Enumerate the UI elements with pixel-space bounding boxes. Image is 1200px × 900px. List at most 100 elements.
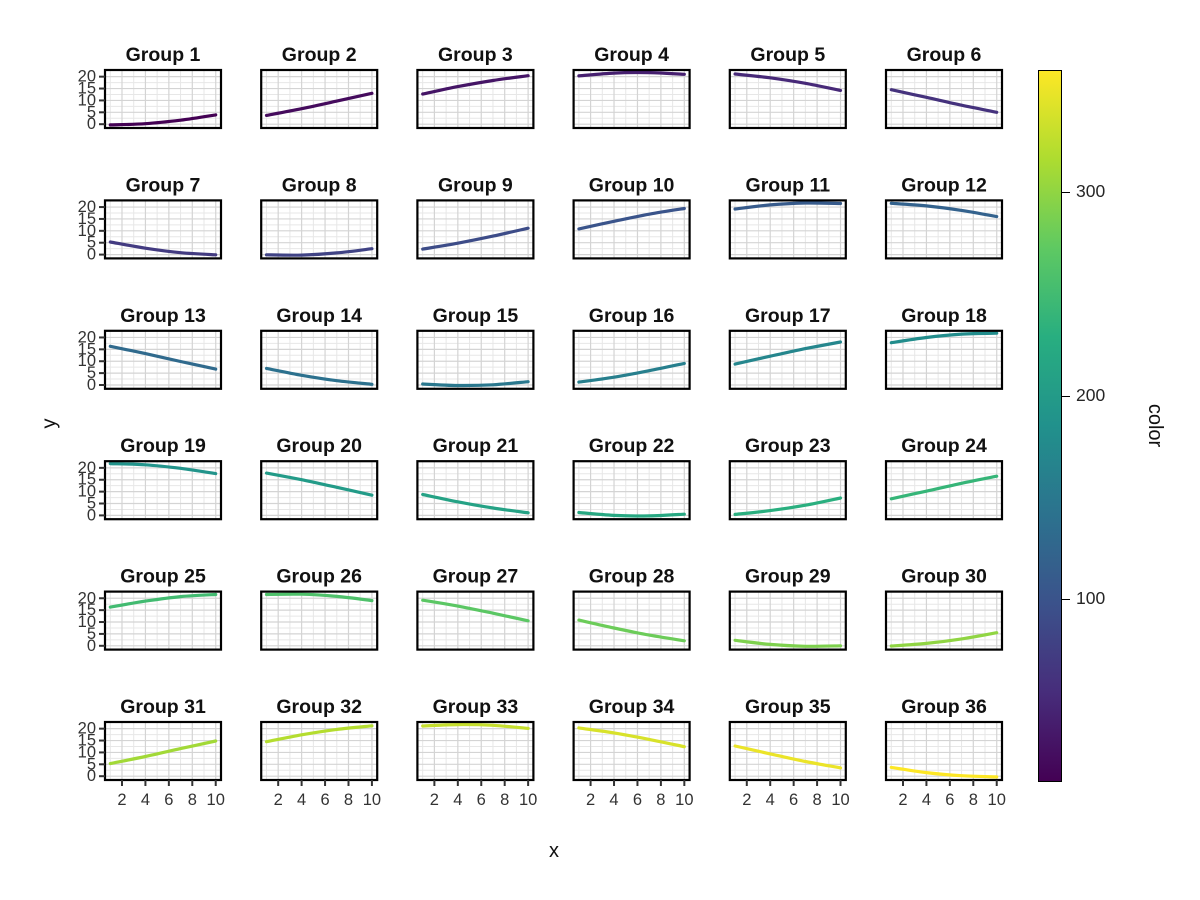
- y-tick-label: 20: [78, 459, 96, 477]
- y-tick-label: 5: [87, 625, 96, 643]
- facet-21: Group 21: [416, 435, 535, 521]
- x-tick-label: 10: [988, 791, 1006, 809]
- facet-title: Group 13: [120, 305, 206, 327]
- panel-border: [884, 329, 1004, 390]
- panel-border: [572, 590, 691, 651]
- data-line: [108, 462, 218, 476]
- panel-border: [416, 720, 535, 782]
- panel-border: [416, 590, 535, 651]
- facet-9: Group 9: [416, 174, 535, 260]
- data-line: [108, 113, 218, 127]
- y-tick-label: 5: [87, 234, 96, 252]
- panel-border: [103, 199, 223, 260]
- colorbar-tick-mark: [1062, 395, 1070, 397]
- facet-title: Group 2: [282, 44, 357, 66]
- facet-22: Group 22: [572, 435, 691, 521]
- panel-border: [572, 329, 691, 390]
- panel-border: [572, 68, 691, 130]
- y-tick-label: 15: [78, 601, 96, 619]
- x-tick-label: 6: [789, 791, 798, 809]
- data-line: [108, 344, 218, 371]
- colorbar-tick-label: 200: [1076, 384, 1106, 405]
- facet-30: Group 30: [884, 566, 1004, 651]
- data-line: [733, 201, 843, 211]
- data-line: [889, 631, 999, 648]
- facet-34: Group 34 2 4 6 8 10: [572, 696, 694, 809]
- panel-border: [416, 460, 535, 521]
- panel-border: [728, 199, 847, 260]
- data-line: [577, 618, 686, 643]
- x-tick-label: 6: [477, 791, 486, 809]
- panel-border: [572, 199, 691, 260]
- facet-title: Group 7: [126, 174, 201, 196]
- data-line: [421, 722, 530, 730]
- y-tick-label: 15: [78, 340, 96, 358]
- facet-title: Group 4: [594, 44, 669, 66]
- facet-23: Group 23: [728, 435, 847, 521]
- y-tick-label: 10: [78, 222, 96, 240]
- facet-title: Group 19: [120, 435, 206, 457]
- facet-32: Group 32 2 4 6 8 10: [260, 696, 381, 809]
- panel-border: [728, 590, 847, 651]
- y-tick-label: 20: [78, 68, 96, 86]
- panel-border: [260, 199, 379, 260]
- data-line: [108, 592, 218, 609]
- x-tick-label: 2: [586, 791, 595, 809]
- facet-title: Group 8: [282, 174, 357, 196]
- panel-border: [416, 329, 535, 390]
- facet-20: Group 20: [260, 435, 379, 521]
- facet-12: Group 12: [884, 174, 1004, 260]
- y-tick-label: 5: [87, 364, 96, 382]
- y-tick-label: 0: [87, 506, 96, 524]
- facet-15: Group 15: [416, 305, 535, 390]
- panel-border: [103, 460, 223, 521]
- colorbar-title: color: [1144, 403, 1167, 447]
- data-line: [577, 510, 686, 518]
- data-line: [577, 70, 686, 78]
- colorbar-tick-label: 300: [1076, 181, 1106, 202]
- x-tick-label: 4: [609, 791, 618, 809]
- facet-title: Group 32: [276, 696, 362, 718]
- y-tick-label: 0: [87, 637, 96, 655]
- x-tick-label: 10: [519, 791, 537, 809]
- colorbar-tick-mark: [1062, 598, 1070, 600]
- y-tick-label: 5: [87, 495, 96, 513]
- panel-border: [260, 720, 379, 782]
- y-tick-label: 15: [78, 210, 96, 228]
- y-tick-label: 20: [78, 328, 96, 346]
- panel-border: [884, 199, 1004, 260]
- data-line: [421, 380, 530, 388]
- y-tick-label: 10: [78, 352, 96, 370]
- facet-26: Group 26: [260, 566, 379, 651]
- facet-4: Group 4: [572, 44, 691, 130]
- facet-14: Group 14: [260, 305, 379, 390]
- facet-title: Group 15: [433, 305, 519, 327]
- facet-6: Group 6: [884, 44, 1004, 130]
- panel-border: [416, 68, 535, 130]
- facet-title: Group 1: [126, 44, 201, 66]
- x-tick-label: 4: [453, 791, 462, 809]
- facet-29: Group 29: [728, 566, 847, 651]
- x-tick-label: 2: [742, 791, 751, 809]
- facet-title: Group 9: [438, 174, 513, 196]
- data-line: [733, 72, 843, 92]
- facet-title: Group 5: [750, 44, 825, 66]
- data-line: [889, 88, 999, 114]
- facet-11: Group 11: [728, 174, 847, 260]
- data-line: [421, 74, 530, 96]
- facet-35: Group 35 2 4 6 8 10: [728, 696, 850, 809]
- facet-title: Group 26: [276, 566, 362, 588]
- panel-border: [728, 329, 847, 390]
- data-line: [264, 471, 374, 497]
- x-tick-label: 6: [164, 791, 173, 809]
- panel-border: [416, 199, 535, 260]
- colorbar-title-box: color: [1100, 375, 1200, 475]
- panel-border: [103, 68, 223, 130]
- data-line: [421, 492, 530, 515]
- facet-title: Group 22: [589, 435, 675, 457]
- data-line: [733, 340, 843, 366]
